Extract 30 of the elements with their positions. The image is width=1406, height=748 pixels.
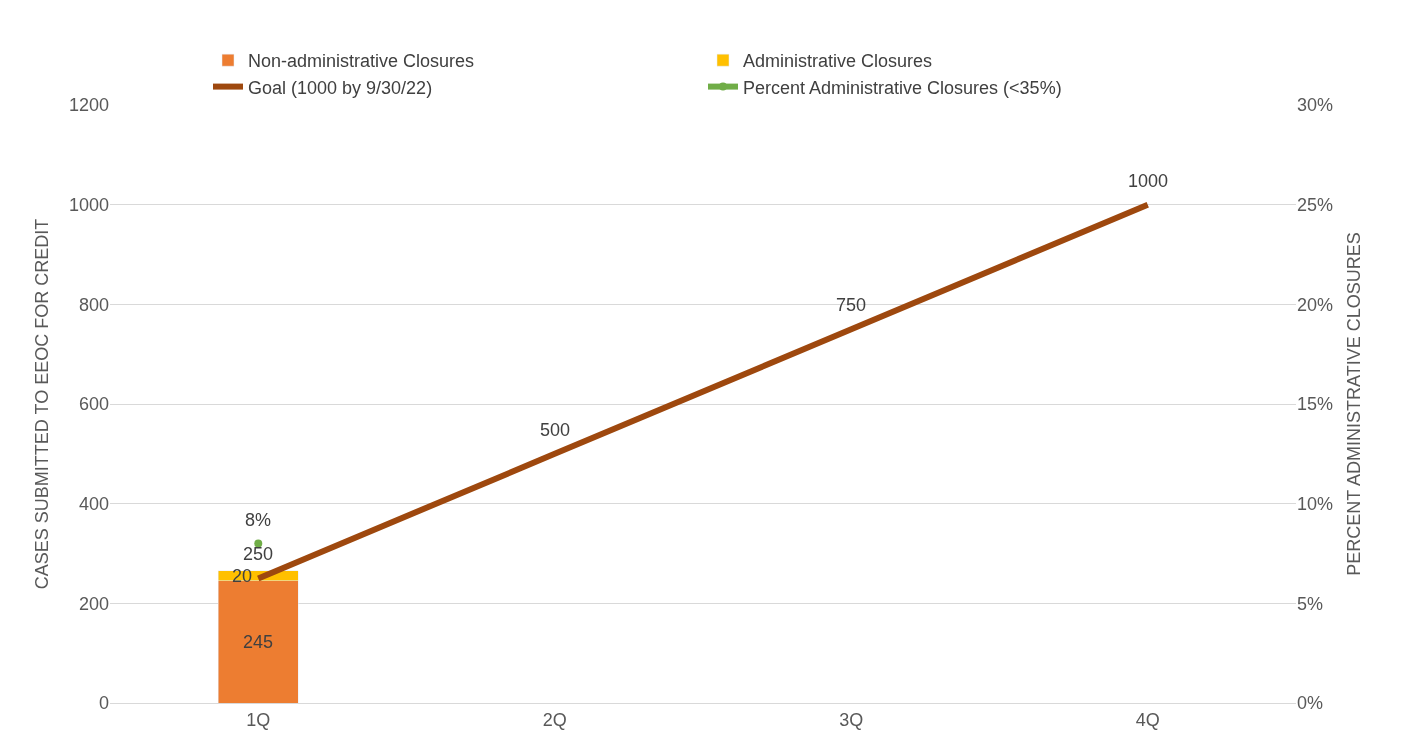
y-axis-title: CASES SUBMITTED TO EEOC FOR CREDIT: [32, 218, 53, 590]
data-label: 500: [540, 420, 571, 440]
y2-tick-label: 0%: [1297, 693, 1324, 714]
legend-label: Goal (1000 by 9/30/22): [248, 77, 433, 98]
y-tick-label: 0: [98, 693, 109, 714]
y2-tick-label: 15%: [1297, 394, 1334, 415]
data-label: 750: [836, 295, 867, 315]
x-tick-label: 3Q: [839, 709, 864, 730]
y2-tick-label: 5%: [1297, 593, 1324, 614]
legend-label: Non-administrative Closures: [248, 51, 475, 72]
x-tick-label: 1Q: [246, 709, 271, 730]
y-tick-label: 1200: [68, 95, 109, 116]
y-tick-label: 1000: [68, 194, 109, 215]
x-tick-label: 4Q: [1135, 709, 1160, 730]
y-tick-label: 600: [78, 394, 109, 415]
data-label: 1000: [1128, 171, 1169, 191]
y2-tick-label: 25%: [1297, 194, 1334, 215]
y-tick-label: 400: [78, 493, 109, 514]
data-label: 245: [243, 632, 274, 652]
y2-tick-label: 20%: [1297, 294, 1334, 315]
data-label: 250: [243, 544, 274, 564]
y2-tick-label: 30%: [1297, 95, 1334, 116]
x-tick-label: 2Q: [542, 709, 567, 730]
y-tick-label: 800: [78, 294, 109, 315]
y2-tick-label: 10%: [1297, 493, 1334, 514]
y2-axis-title: PERCENT ADMINISTRATIVE CLOSURES: [1344, 232, 1365, 576]
legend-label: Administrative Closures: [743, 51, 933, 72]
legend-label: Percent Administrative Closures (<35%): [743, 77, 1062, 98]
data-label: 8%: [245, 510, 272, 530]
y-tick-label: 200: [78, 593, 109, 614]
